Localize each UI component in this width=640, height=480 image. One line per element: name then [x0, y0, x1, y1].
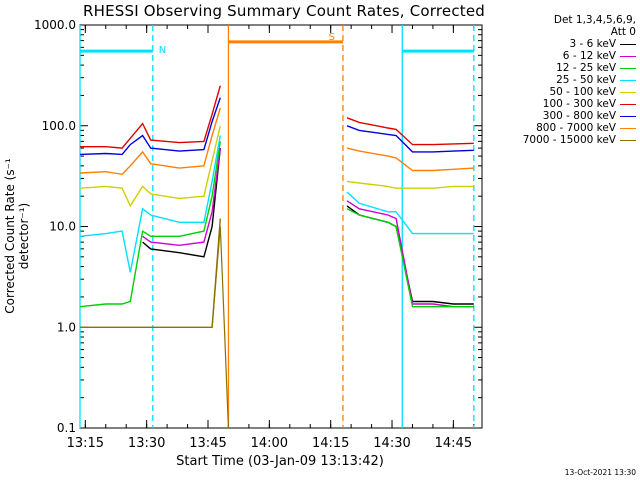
y-tick-label: 10.0	[49, 220, 76, 234]
legend: Det 1,3,4,5,6,9, Att 0 3 - 6 keV 6 - 12 k…	[486, 14, 636, 146]
legend-swatch	[620, 79, 636, 81]
legend-entry: 100 - 300 keV	[486, 98, 636, 110]
series-line	[79, 125, 221, 208]
x-axis-label: Start Time (03-Jan-09 13:13:42)	[176, 454, 384, 469]
legend-swatch	[620, 55, 636, 57]
legend-entry: 25 - 50 keV	[486, 74, 636, 86]
chart-title: RHESSI Observing Summary Count Rates, Co…	[82, 2, 485, 20]
legend-swatch	[620, 139, 636, 141]
series-line	[79, 107, 221, 176]
x-tick-label: 14:15	[312, 436, 349, 451]
legend-entry-label: 800 - 7000 keV	[536, 122, 616, 134]
legend-swatch	[620, 91, 636, 93]
y-tick-label: 100.0	[42, 119, 76, 133]
legend-entry-label: 25 - 50 keV	[556, 74, 616, 86]
legend-entry: 12 - 25 keV	[486, 62, 636, 74]
legend-header-2: Att 0	[610, 26, 636, 38]
legend-entry: 7000 - 15000 keV	[486, 134, 636, 146]
legend-swatch	[620, 67, 636, 69]
legend-entry: 800 - 7000 keV	[486, 122, 636, 134]
x-tick-label: 14:00	[251, 436, 288, 451]
legend-entry: 6 - 12 keV	[486, 50, 636, 62]
timestamp: 13-Oct-2021 13:30	[564, 468, 636, 477]
series-line	[80, 218, 221, 328]
y-axis-label: Corrected Count Rate (s⁻¹ detector⁻¹)	[3, 158, 31, 314]
x-tick-label: 13:30	[128, 436, 165, 451]
legend-entry: 300 - 800 keV	[486, 110, 636, 122]
x-tick-label: 13:45	[189, 436, 226, 451]
series-line	[346, 205, 474, 305]
series-line	[346, 125, 474, 153]
series-line	[142, 148, 221, 247]
legend-swatch	[620, 115, 636, 117]
legend-entry-label: 3 - 6 keV	[569, 38, 616, 50]
series-line	[346, 180, 474, 189]
legend-entry: 3 - 6 keV	[486, 38, 636, 50]
series-line	[211, 226, 229, 429]
legend-entry-label: 300 - 800 keV	[542, 110, 616, 122]
series-line	[142, 148, 221, 258]
x-tick-label: 14:45	[435, 436, 472, 451]
series-line	[346, 117, 474, 146]
series-line	[346, 147, 474, 172]
x-tick-label: 14:30	[373, 436, 410, 451]
series-line	[79, 135, 221, 273]
legend-entry-label: 100 - 300 keV	[542, 98, 616, 110]
x-tick-label: 13:15	[67, 436, 104, 451]
legend-entry-label: 6 - 12 keV	[562, 50, 616, 62]
y-tick-label: 1.0	[57, 320, 76, 334]
legend-entry: 50 - 100 keV	[486, 86, 636, 98]
series-line	[79, 141, 221, 308]
legend-header-1: Det 1,3,4,5,6,9,	[553, 14, 636, 26]
y-tick-label: 0.1	[57, 421, 76, 435]
legend-entry-label: 12 - 25 keV	[556, 62, 616, 74]
series-line	[80, 85, 221, 149]
series-line	[346, 191, 474, 235]
series-line	[346, 208, 474, 308]
legend-entries: 3 - 6 keV 6 - 12 keV 12 - 25 keV 25 - 50 ke…	[486, 38, 636, 146]
legend-swatch	[620, 103, 636, 105]
series-line	[79, 97, 221, 156]
legend-swatch	[620, 43, 636, 45]
legend-entry-label: 50 - 100 keV	[549, 86, 616, 98]
flag-label: S	[329, 32, 335, 43]
plot-frame	[79, 24, 483, 429]
flag-label: N	[159, 45, 166, 56]
y-tick-label: 1000.0	[34, 18, 76, 32]
legend-entry-label: 7000 - 15000 keV	[522, 134, 616, 146]
legend-swatch	[620, 127, 636, 129]
